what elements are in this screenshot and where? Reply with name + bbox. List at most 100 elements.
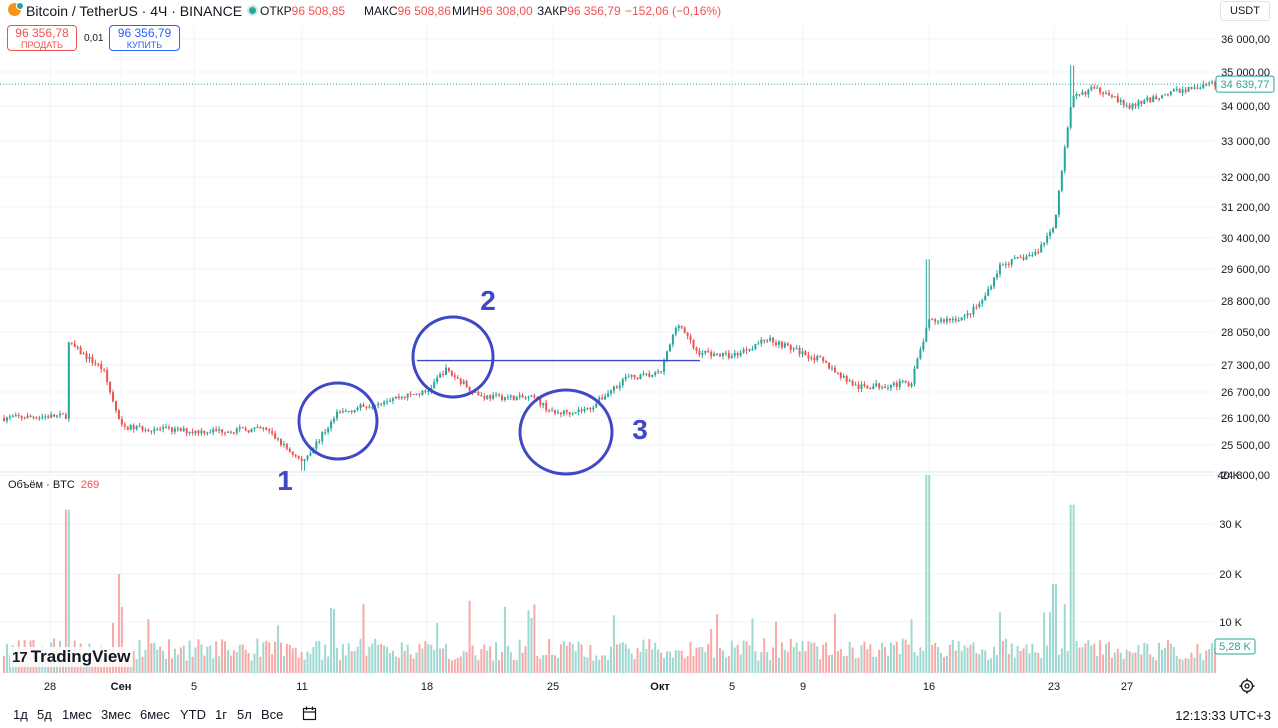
volume-bar <box>845 655 848 673</box>
tradingview-logo[interactable]: 17 TradingView <box>10 647 133 667</box>
candle-body <box>816 356 819 361</box>
candle-body <box>1016 257 1019 259</box>
range-6m-button[interactable]: 6мес <box>140 707 170 722</box>
candle-body <box>397 396 400 399</box>
candle-body <box>551 410 554 412</box>
volume-bar <box>922 650 925 673</box>
volume-bar <box>427 644 430 673</box>
currency-selector[interactable]: USDT <box>1220 1 1270 21</box>
price-tick-label: 36 000,00 <box>1221 34 1270 46</box>
candle-body <box>789 345 792 350</box>
chart-header: Bitcoin / TetherUS · 4Ч · BINANCE ОТКР96… <box>0 0 1210 22</box>
bitcoin-icon <box>8 2 24 16</box>
volume-bar <box>1075 640 1078 673</box>
candle-body <box>875 383 878 387</box>
volume-bar <box>1158 642 1161 673</box>
last-volume-label: 5,28 K <box>1219 641 1251 653</box>
volume-legend[interactable]: Объём · BTC 269 <box>8 479 99 491</box>
candle-body <box>1193 87 1196 89</box>
candle-body <box>1146 97 1149 101</box>
range-ytd-button[interactable]: YTD <box>180 707 206 722</box>
symbol-title[interactable]: Bitcoin / TetherUS · 4Ч · BINANCE <box>26 3 243 19</box>
volume-bar <box>660 652 663 673</box>
volume-bar <box>857 657 860 673</box>
volume-bar <box>1046 645 1049 673</box>
candle-body <box>836 372 839 374</box>
volume-bar <box>1122 658 1125 673</box>
candle-body <box>444 367 447 375</box>
candle-body <box>203 430 206 434</box>
volume-bar <box>904 639 907 673</box>
range-1m-button[interactable]: 1мес <box>62 707 92 722</box>
volume-bar <box>730 640 733 673</box>
volume-bar <box>244 649 247 673</box>
volume-bar <box>795 642 798 673</box>
last-price-badge <box>1215 75 1275 93</box>
range-3m-button[interactable]: 3мес <box>101 707 131 722</box>
calendar-range-icon[interactable] <box>302 706 317 721</box>
candle-body <box>721 353 724 357</box>
candle-body <box>704 351 707 353</box>
candle-body <box>825 360 828 363</box>
volume-bar <box>498 660 501 673</box>
volume-bar <box>279 642 282 673</box>
candle-body <box>842 376 845 378</box>
candle-body <box>338 411 341 413</box>
volume-bar <box>1007 653 1010 673</box>
candle-body <box>1181 89 1184 93</box>
buy-button[interactable]: 96 356,79 КУПИТЬ <box>109 25 180 51</box>
volume-bar <box>209 645 212 673</box>
candle-body <box>993 277 996 287</box>
range-5d-button[interactable]: 5д <box>37 707 52 722</box>
volume-bar <box>1063 604 1066 673</box>
volume-legend-label: Объём · BTC <box>8 479 75 491</box>
candle-body <box>442 373 445 375</box>
volume-bar <box>489 646 492 673</box>
candle-body <box>763 339 766 342</box>
candle-body <box>857 384 860 389</box>
volume-bar <box>621 642 624 673</box>
candle-body <box>506 397 509 399</box>
tradingview-mark-icon: 17 <box>12 649 28 666</box>
range-5y-button[interactable]: 5л <box>237 707 252 722</box>
candle-body <box>677 325 680 329</box>
candle-body <box>250 428 253 433</box>
range-1d-button[interactable]: 1д <box>13 707 28 722</box>
range-all-button[interactable]: Все <box>261 707 284 722</box>
sell-button[interactable]: 96 356,78 ПРОДАТЬ <box>7 25 77 51</box>
volume-bar <box>701 647 704 673</box>
volume-bar <box>792 647 795 673</box>
candle-body <box>689 335 692 341</box>
candle-body <box>486 395 489 399</box>
candle-body <box>945 318 948 322</box>
volume-bar <box>624 644 627 673</box>
candle-body <box>288 448 291 452</box>
range-1y-button[interactable]: 1г <box>215 707 227 722</box>
volume-bar <box>996 654 999 673</box>
volume-bar <box>256 638 259 673</box>
gear-icon[interactable] <box>1239 678 1255 694</box>
candle-body <box>948 318 951 321</box>
volume-bar <box>509 652 512 673</box>
candle-body <box>1060 170 1063 191</box>
volume-bar <box>439 648 442 673</box>
candle-body <box>468 386 471 391</box>
candle-body <box>589 408 592 410</box>
volume-tick-label: 30 K <box>1219 519 1242 531</box>
volume-bar <box>356 646 359 673</box>
volume-bar <box>1072 504 1075 673</box>
volume-bar <box>450 660 453 673</box>
candle-body <box>274 433 277 439</box>
clock[interactable]: 12:13:33 UTC+3 <box>1175 708 1271 723</box>
candle-body <box>389 400 392 402</box>
volume-bar <box>259 656 262 673</box>
candle-body <box>757 343 760 345</box>
volume-bar <box>721 650 724 673</box>
volume-bar <box>568 641 571 673</box>
volume-bar <box>147 619 150 673</box>
volume-bar <box>884 647 887 673</box>
volume-bar <box>680 650 683 673</box>
candle-body <box>1152 96 1155 102</box>
volume-bar <box>875 656 878 673</box>
